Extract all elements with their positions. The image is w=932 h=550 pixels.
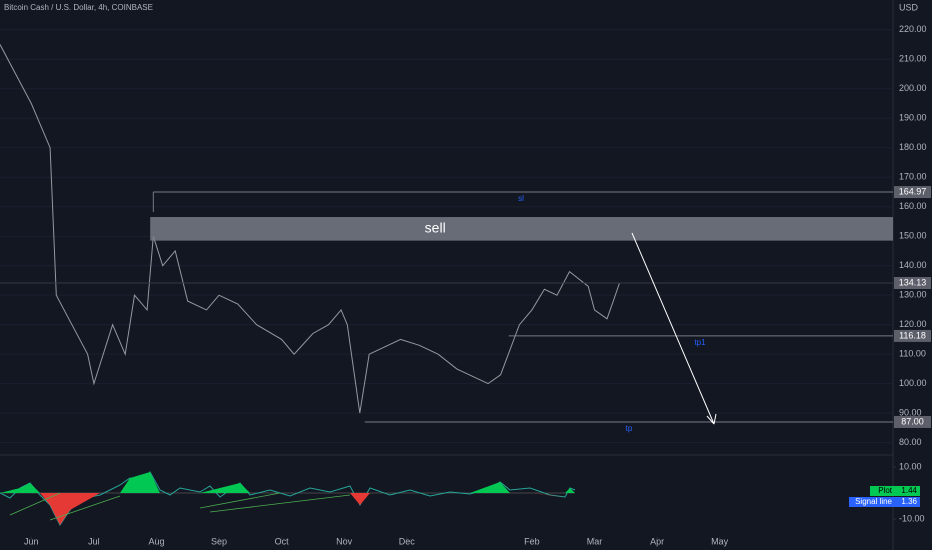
chart-title: Bitcoin Cash / U.S. Dollar, 4h, COINBASE (4, 3, 153, 12)
indicator-value: 1.44 (901, 486, 917, 495)
indicator-tick-label: -10.00 (899, 513, 925, 523)
x-tick-label: Oct (275, 536, 290, 546)
x-tick-label: Nov (336, 536, 353, 546)
divergence-lines (9, 492, 351, 521)
x-tick-label: May (711, 536, 729, 546)
y-tick-label: 200.00 (899, 83, 927, 93)
y-tick-label: 160.00 (899, 201, 927, 211)
x-tick-label: Jul (88, 536, 100, 546)
y-tick-label: 100.00 (899, 378, 927, 388)
x-tick-label: Apr (650, 536, 664, 546)
price-tag (894, 415, 931, 428)
indicator-name-bg (849, 497, 894, 507)
level-label: tp1 (694, 338, 706, 347)
y-tick-label: 110.00 (899, 349, 926, 359)
x-tick-label: Sep (211, 536, 227, 546)
price-tag (894, 186, 931, 199)
level-label: tp (626, 424, 633, 433)
x-tick-label: Mar (587, 536, 603, 546)
x-tick-label: Jun (24, 536, 39, 546)
oscillator (0, 470, 576, 526)
y-tick-label: 150.00 (899, 231, 927, 241)
price-tag (894, 329, 931, 342)
y-tick-label: 80.00 (899, 437, 922, 447)
y-tick-label: 190.00 (899, 113, 927, 123)
indicator-name: Plot (878, 486, 893, 495)
zone-label: sell (425, 220, 446, 236)
indicator-value-tag (894, 497, 920, 507)
y-axis-label: USD (899, 2, 919, 12)
x-tick-label: Dec (399, 536, 416, 546)
price-tag-label: 164.97 (899, 186, 927, 196)
y-tick-label: 220.00 (899, 24, 927, 34)
sell-zone (150, 217, 893, 241)
y-tick-label: 90.00 (899, 408, 922, 418)
y-tick-label: 120.00 (899, 319, 927, 329)
indicator-value-tag (894, 486, 920, 496)
y-tick-label: 180.00 (899, 142, 927, 152)
level-label: sl (518, 194, 524, 203)
oscillator-negative (40, 493, 565, 525)
indicator-name-bg (870, 486, 894, 496)
y-tick-label: 170.00 (899, 172, 927, 182)
price-tag-label: 87.00 (901, 416, 924, 426)
indicator-name: Signal line (855, 497, 892, 506)
arrow-head (706, 413, 717, 425)
arrow (631, 232, 715, 425)
y-tick-label: 210.00 (899, 54, 927, 64)
price-tag (894, 276, 931, 289)
indicator-tick-label: 10.00 (899, 461, 922, 471)
y-tick-label: 140.00 (899, 260, 927, 270)
price-line (0, 44, 620, 414)
indicator-value: 1.36 (901, 497, 917, 506)
price-tag-label: 134.13 (899, 277, 927, 287)
price-tag-label: 116.18 (899, 330, 926, 340)
x-tick-label: Aug (148, 536, 164, 546)
x-tick-label: Feb (524, 536, 540, 546)
oscillator-positive (0, 472, 575, 493)
y-tick-label: 130.00 (899, 290, 927, 300)
